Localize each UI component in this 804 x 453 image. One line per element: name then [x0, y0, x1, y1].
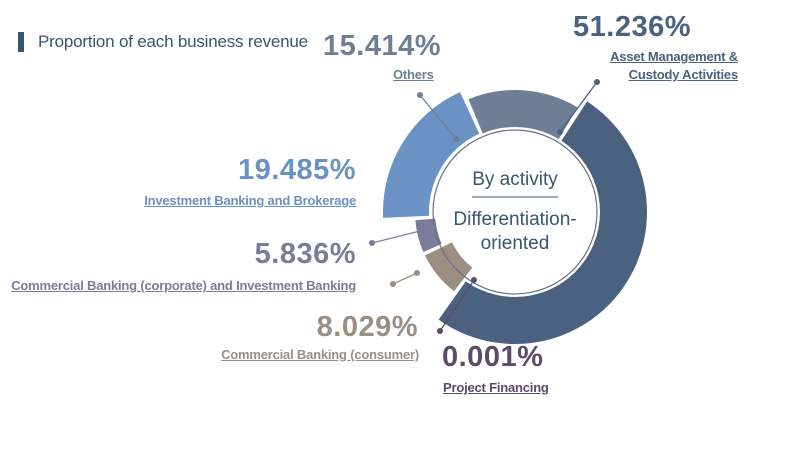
slice-label-commercial-corporate: Commercial Banking (corporate) and Inves…	[11, 278, 356, 293]
slice-label-others: Others	[393, 67, 434, 82]
slice-value-others: 15.414%	[323, 30, 441, 62]
slice-label-project-financing: Project Financing	[443, 380, 549, 395]
leader-line-asset-management	[557, 79, 600, 135]
center-label-bottom: Differentiation-oriented	[453, 209, 577, 254]
title-accent-bar	[18, 32, 24, 52]
chart-title-group: Proportion of each business revenue	[18, 31, 308, 53]
leader-line-commercial-corporate	[369, 225, 435, 246]
slice-others	[468, 90, 578, 140]
leader-line-commercial-consumer	[390, 270, 420, 287]
slice-investment-banking	[383, 91, 480, 218]
slice-commercial-corporate	[415, 218, 442, 252]
leader-line-others	[417, 92, 459, 142]
chart-title: Proportion of each business revenue	[38, 32, 308, 51]
slice-label-commercial-consumer: Commercial Banking (consumer)	[221, 347, 419, 362]
slice-value-project-financing: 0.001%	[442, 341, 544, 373]
slice-value-investment-banking: 19.485%	[238, 154, 356, 186]
slice-asset-management	[438, 101, 648, 345]
slice-label-asset-management: Asset Management & Custody Activities	[610, 49, 738, 82]
slice-commercial-consumer	[424, 242, 473, 292]
leader-line-project-financing	[437, 277, 477, 334]
slice-value-asset-management: 51.236%	[573, 11, 691, 43]
slice-label-investment-banking: Investment Banking and Brokerage	[144, 193, 356, 208]
center-label-top: By activity	[472, 169, 558, 190]
slice-value-commercial-consumer: 8.029%	[316, 311, 418, 343]
inner-ring-outline	[432, 129, 598, 295]
slice-value-commercial-corporate: 5.836%	[254, 238, 356, 270]
